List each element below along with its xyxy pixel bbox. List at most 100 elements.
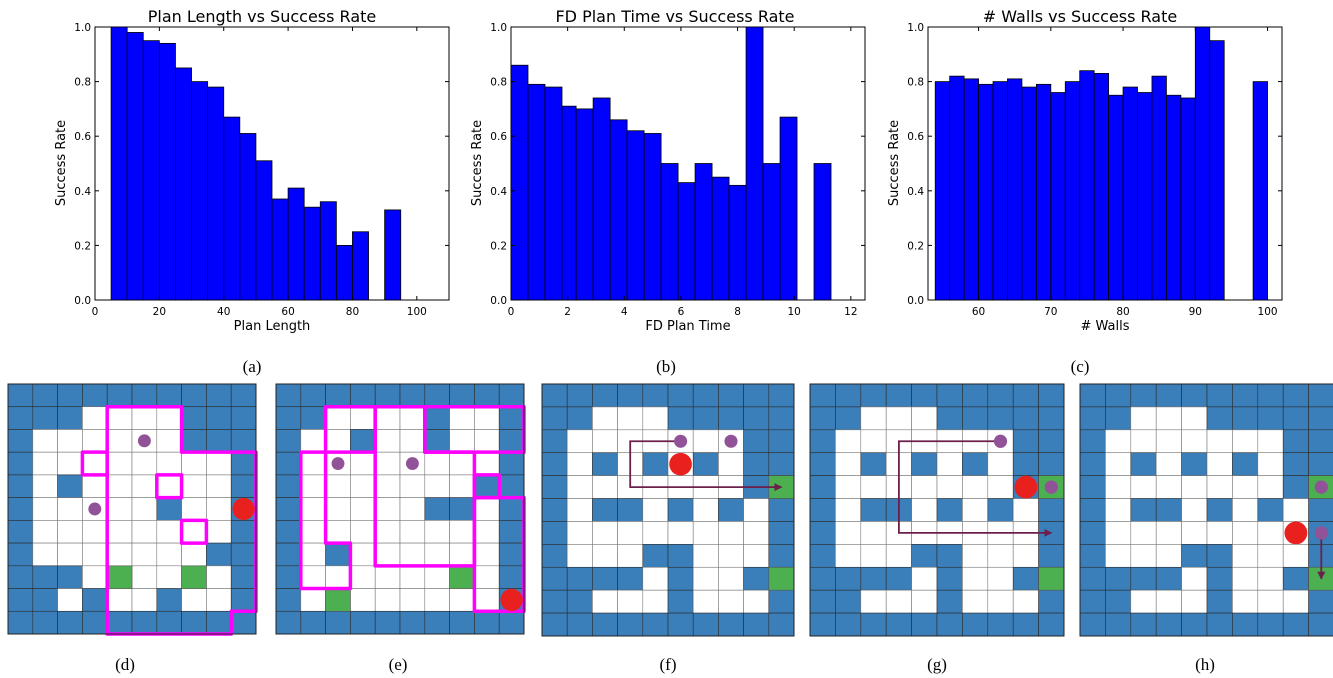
free-cell (181, 474, 207, 498)
x-tick-label: 0 (92, 306, 99, 318)
wall-cell (885, 566, 912, 591)
free-cell (987, 475, 1014, 499)
wall-cell (667, 589, 694, 614)
free-cell (617, 521, 644, 545)
wall-cell (1079, 589, 1106, 614)
wall-cell (230, 383, 257, 408)
wall-cell (1181, 544, 1208, 568)
wall-cell (541, 521, 568, 545)
wall-cell (230, 542, 257, 567)
x-tick-label: 70 (1044, 306, 1057, 318)
free-cell (399, 497, 426, 521)
agent-dot (1014, 475, 1038, 499)
free-cell (1155, 406, 1182, 431)
bar (561, 105, 577, 301)
free-cell (1232, 498, 1259, 522)
y-tick-label: 0.4 (74, 186, 91, 198)
wall-cell (1130, 383, 1157, 408)
free-cell (1155, 475, 1182, 499)
free-cell (860, 521, 887, 545)
wall-cell (642, 452, 669, 476)
free-cell (374, 497, 401, 521)
wall-cell (768, 544, 795, 568)
wall-cell (57, 406, 83, 430)
free-cell (399, 565, 426, 589)
wall-cell (1038, 406, 1065, 431)
waypoint-dot (1314, 526, 1328, 540)
wall-cell (1130, 612, 1157, 637)
wall-cell (230, 565, 257, 589)
free-cell (1012, 589, 1039, 614)
wall-cell (350, 429, 376, 453)
bar (1122, 86, 1138, 301)
free-cell (82, 520, 108, 544)
free-cell (374, 520, 401, 544)
free-cell (474, 520, 500, 544)
wall-cell (230, 451, 257, 476)
y-tick-label: 0.6 (74, 131, 91, 143)
wall-cell (1206, 589, 1233, 614)
wall-cell (592, 612, 618, 637)
caption-a: (a) (243, 357, 262, 376)
waypoint-dot (1314, 480, 1328, 494)
free-cell (962, 544, 989, 568)
wall-cell (206, 429, 232, 453)
free-cell (1130, 406, 1157, 431)
wall-cell (1282, 452, 1309, 476)
maze-g (809, 383, 1065, 637)
wall-cell (424, 497, 450, 521)
wall-cell (617, 498, 644, 522)
wall-cell (936, 383, 963, 408)
wall-cell (860, 566, 887, 591)
wall-cell (1257, 383, 1284, 408)
wall-cell (566, 383, 593, 408)
free-cell (374, 474, 401, 498)
wall-cell (936, 498, 963, 522)
free-cell (399, 588, 426, 612)
wall-cell (1038, 544, 1065, 568)
wall-cell (7, 406, 34, 430)
wall-cell (1079, 521, 1106, 545)
free-cell (1181, 521, 1208, 545)
y-axis-label: Success Rate (887, 120, 902, 206)
wall-cell (156, 610, 182, 635)
wall-cell (275, 474, 302, 498)
wall-cell (911, 383, 938, 408)
bar (1151, 75, 1167, 301)
free-cell (156, 474, 182, 498)
x-tick-label: 6 (678, 306, 685, 318)
wall-cell (181, 406, 207, 430)
free-cell (1130, 429, 1157, 454)
wall-cell (936, 589, 963, 614)
wall-cell (275, 610, 302, 635)
free-cell (474, 406, 500, 430)
wall-cell (642, 612, 669, 637)
free-cell (1206, 475, 1233, 499)
wall-cell (667, 383, 694, 408)
free-cell (399, 406, 426, 430)
bar (271, 198, 289, 301)
x-axis-label: # Walls (1080, 319, 1129, 334)
free-cell (82, 542, 108, 567)
wall-cell (1257, 498, 1284, 522)
free-cell (32, 474, 58, 498)
wall-cell (809, 521, 836, 545)
free-cell (1232, 429, 1259, 454)
free-cell (1181, 566, 1208, 591)
y-tick-label: 0.6 (907, 131, 924, 143)
wall-cell (350, 383, 376, 408)
wall-cell (32, 610, 58, 635)
wall-cell (743, 452, 770, 476)
free-cell (911, 406, 938, 431)
wall-cell (1130, 566, 1157, 591)
wall-cell (743, 383, 770, 408)
free-cell (566, 429, 593, 454)
bar (510, 64, 529, 301)
wall-cell (275, 451, 302, 476)
wall-cell (1308, 612, 1333, 637)
free-cell (1282, 544, 1309, 568)
free-cell (325, 520, 351, 544)
wall-cell (106, 610, 133, 635)
free-cell (32, 542, 58, 567)
free-cell (566, 452, 593, 476)
